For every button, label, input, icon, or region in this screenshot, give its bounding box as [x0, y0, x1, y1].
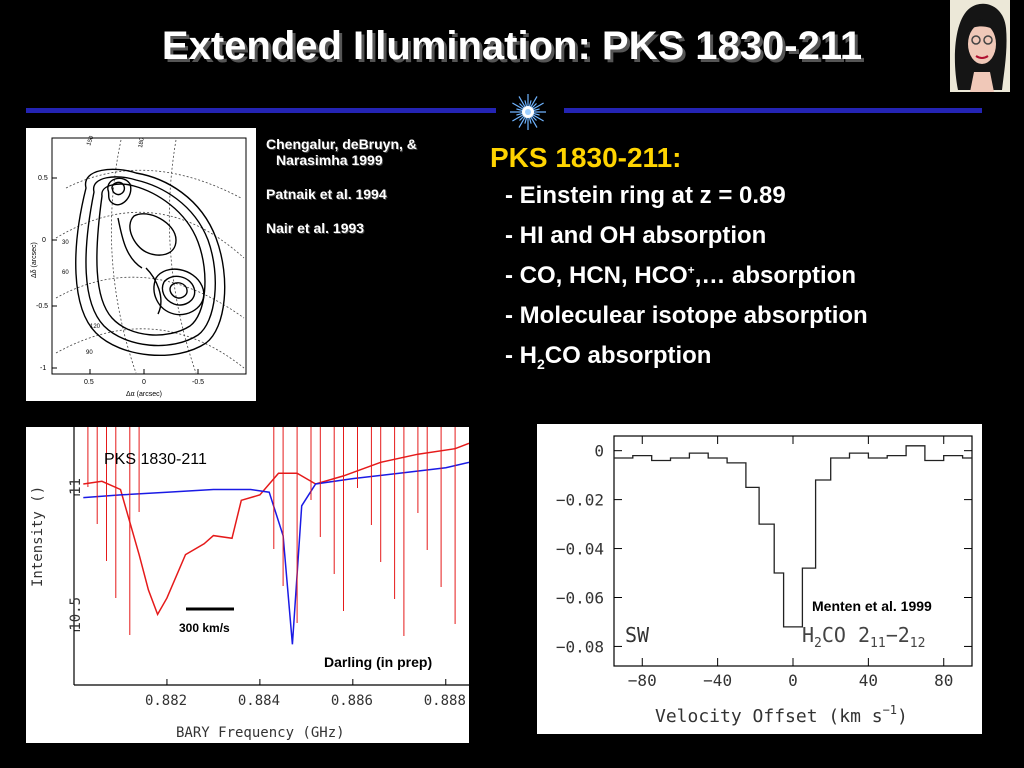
slide-title: Extended Illumination: PKS 1830-211 — [161, 24, 863, 68]
citation-chengalur: Chengalur, deBruyn, & — [266, 136, 417, 152]
summary-bullets: - Einstein ring at z = 0.89 - HI and OH … — [505, 182, 868, 384]
corner-label: SW — [625, 623, 650, 647]
ytick-label: −0.06 — [556, 588, 604, 607]
xtick-label: 0.5 — [84, 379, 94, 386]
xtick-label: 0 — [142, 379, 146, 386]
xtick-label: 0.884 — [238, 693, 280, 709]
xtick-label: −40 — [703, 671, 732, 690]
ytick-label: -0.5 — [36, 303, 48, 310]
xtick-label: 0.882 — [145, 693, 187, 709]
citation-patnaik: Patnaik et al. 1994 — [266, 186, 387, 202]
bullet-h2co: - H2CO absorption — [505, 342, 712, 372]
xtick-label: 80 — [934, 671, 953, 690]
ytick-label: -1 — [40, 365, 46, 372]
xtick-label: 40 — [859, 671, 878, 690]
ytick-label: 0 — [594, 442, 604, 461]
bullet-hi-oh: - HI and OH absorption — [505, 222, 767, 249]
citation-list: Chengalur, deBruyn, & Narasimha 1999 Pat… — [266, 136, 486, 236]
xtick-label: 0.888 — [424, 693, 466, 709]
contour-label: 120 — [90, 324, 101, 330]
xaxis-label: Δα (arcsec) — [126, 391, 162, 398]
summary-heading: PKS 1830-211: — [490, 142, 682, 173]
xtick-label: 0.886 — [331, 693, 373, 709]
spectrum-credit: Menten et al. 1999 — [812, 598, 932, 614]
spectrum-step-line — [614, 445, 972, 628]
bullet-einstein-ring: - Einstein ring at z = 0.89 — [505, 182, 786, 209]
ytick-label: −0.08 — [556, 637, 604, 656]
bullet-co-hcn: - CO, HCN, HCO+,… absorption — [505, 262, 857, 289]
ytick-label: 10.5 — [68, 597, 84, 631]
bullet-isotope: - Moleculear isotope absorption — [505, 302, 868, 329]
title-rule-left — [26, 108, 496, 113]
yaxis-label: Δδ (arcsec) — [31, 242, 38, 278]
molecule-label: H2CO 211−212 — [802, 623, 925, 651]
yaxis-label: Intensity () — [30, 486, 46, 587]
ytick-label: 11 — [68, 478, 84, 495]
contour-label: 30 — [62, 240, 69, 246]
xaxis-label: Velocity Offset (km s−1) — [655, 703, 908, 727]
contour-label: 180 — [138, 137, 146, 149]
xtick-label: −80 — [628, 671, 657, 690]
ytick-label: −0.04 — [556, 540, 604, 559]
xtick-label: 0 — [788, 671, 798, 690]
contour-label: 150 — [86, 135, 95, 147]
spectrum-blue-line — [83, 461, 469, 645]
contour-map: 0.5 0 -0.5 -1 0.5 0 -0.5 Δα (arcsec) Δδ … — [26, 128, 256, 401]
contour-label: 60 — [62, 270, 69, 276]
spectrum-chart-2: −80 −40 0 40 80 0 −0.02 −0.04 −0.06 −0.08 SW H2C… — [537, 424, 982, 734]
spectrum-chart-1: 0.882 0.884 0.886 0.888 11 10.5 PKS 1830-211… — [26, 427, 469, 743]
ytick-label: −0.02 — [556, 491, 604, 510]
scale-bar-label: 300 km/s — [179, 621, 230, 635]
ytick-label: 0 — [42, 237, 46, 244]
starburst-icon — [510, 94, 546, 130]
spectrum-source-label: PKS 1830-211 — [104, 451, 207, 468]
spectrum-red-line — [83, 442, 469, 617]
contour-label: 90 — [86, 350, 93, 356]
title-rule-right — [564, 108, 982, 113]
citation-nair: Nair et al. 1993 — [266, 220, 365, 236]
ytick-label: 0.5 — [38, 175, 48, 182]
xtick-label: -0.5 — [192, 379, 204, 386]
xaxis-label: BARY Frequency (GHz) — [176, 725, 345, 741]
cartoon-avatar-icon — [950, 0, 1010, 92]
spectrum-credit: Darling (in prep) — [324, 654, 432, 670]
citation-chengalur-cont: Narasimha 1999 — [276, 152, 383, 168]
